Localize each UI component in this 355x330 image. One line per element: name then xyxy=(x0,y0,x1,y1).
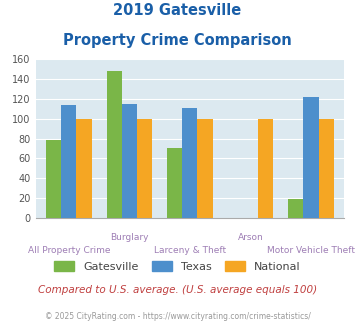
Text: Compared to U.S. average. (U.S. average equals 100): Compared to U.S. average. (U.S. average … xyxy=(38,285,317,295)
Legend: Gatesville, Texas, National: Gatesville, Texas, National xyxy=(54,261,301,272)
Text: Property Crime Comparison: Property Crime Comparison xyxy=(63,33,292,48)
Bar xyxy=(122,104,137,218)
Bar xyxy=(106,71,122,218)
Bar xyxy=(76,119,92,218)
Bar xyxy=(304,97,319,218)
Bar xyxy=(319,119,334,218)
Bar xyxy=(61,105,76,218)
Text: Larceny & Theft: Larceny & Theft xyxy=(154,246,226,255)
Bar xyxy=(258,119,273,218)
Text: Motor Vehicle Theft: Motor Vehicle Theft xyxy=(267,246,355,255)
Text: Arson: Arson xyxy=(237,233,263,242)
Bar xyxy=(137,119,152,218)
Text: Burglary: Burglary xyxy=(110,233,149,242)
Bar xyxy=(46,140,61,218)
Text: 2019 Gatesville: 2019 Gatesville xyxy=(113,3,242,18)
Text: © 2025 CityRating.com - https://www.cityrating.com/crime-statistics/: © 2025 CityRating.com - https://www.city… xyxy=(45,312,310,321)
Bar xyxy=(288,199,304,218)
Bar xyxy=(197,119,213,218)
Bar xyxy=(167,148,182,218)
Bar xyxy=(182,108,197,218)
Text: All Property Crime: All Property Crime xyxy=(28,246,110,255)
